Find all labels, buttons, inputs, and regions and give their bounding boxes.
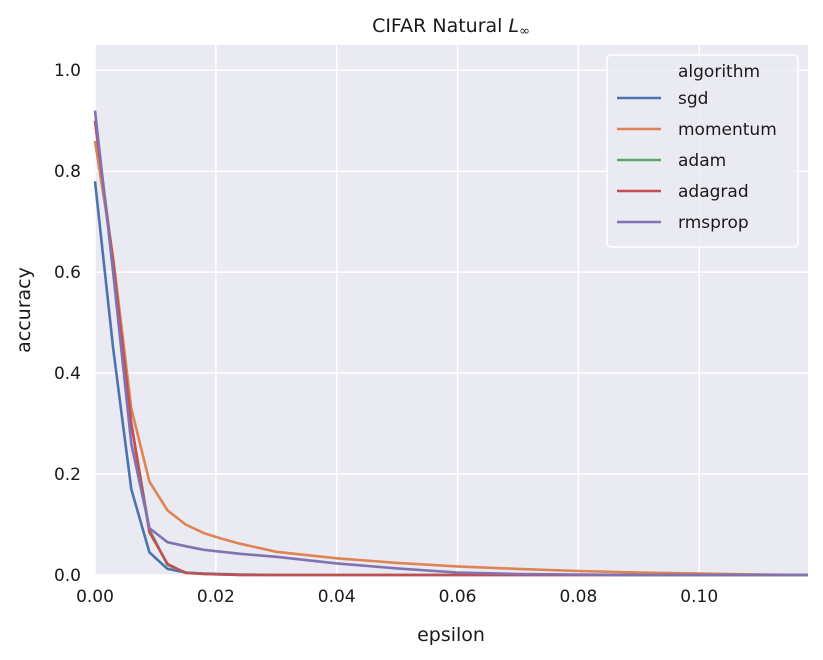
legend-label-sgd: sgd: [678, 89, 708, 109]
series-lines: [93, 110, 809, 577]
series-line-rmsprop: [93, 110, 808, 577]
y-axis-ticks: 0.0 0.2 0.4 0.6 0.8 1.0: [54, 61, 81, 586]
x-tick-label: 0.08: [559, 587, 597, 607]
legend-title: algorithm: [678, 62, 760, 82]
y-tick-label: 0.4: [54, 364, 81, 384]
y-tick-label: 1.0: [54, 61, 81, 81]
y-tick-label: 0.0: [54, 566, 81, 586]
series-line-momentum: [93, 140, 809, 577]
x-tick-label: 0.00: [76, 587, 114, 607]
legend-box: [606, 54, 799, 248]
legend-label-rmsprop: rmsprop: [678, 213, 749, 233]
legend-label-adagrad: adagrad: [678, 182, 749, 202]
chart-title: CIFAR Natural L∞: [372, 15, 530, 39]
y-axis-label: accuracy: [13, 267, 35, 353]
x-tick-label: 0.10: [680, 587, 718, 607]
x-tick-label: 0.02: [197, 587, 235, 607]
x-axis-ticks: 0.00 0.02 0.04 0.06 0.08 0.10: [76, 587, 718, 607]
y-tick-label: 0.8: [54, 162, 81, 182]
x-tick-label: 0.04: [318, 587, 356, 607]
y-tick-label: 0.2: [54, 465, 81, 485]
legend: algorithm sgd momentum adam adagrad rmsprop: [606, 54, 799, 248]
x-tick-label: 0.06: [439, 587, 477, 607]
y-tick-label: 0.6: [54, 263, 81, 283]
legend-label-momentum: momentum: [678, 120, 777, 140]
legend-label-adam: adam: [678, 151, 726, 171]
x-axis-label: epsilon: [417, 624, 485, 646]
